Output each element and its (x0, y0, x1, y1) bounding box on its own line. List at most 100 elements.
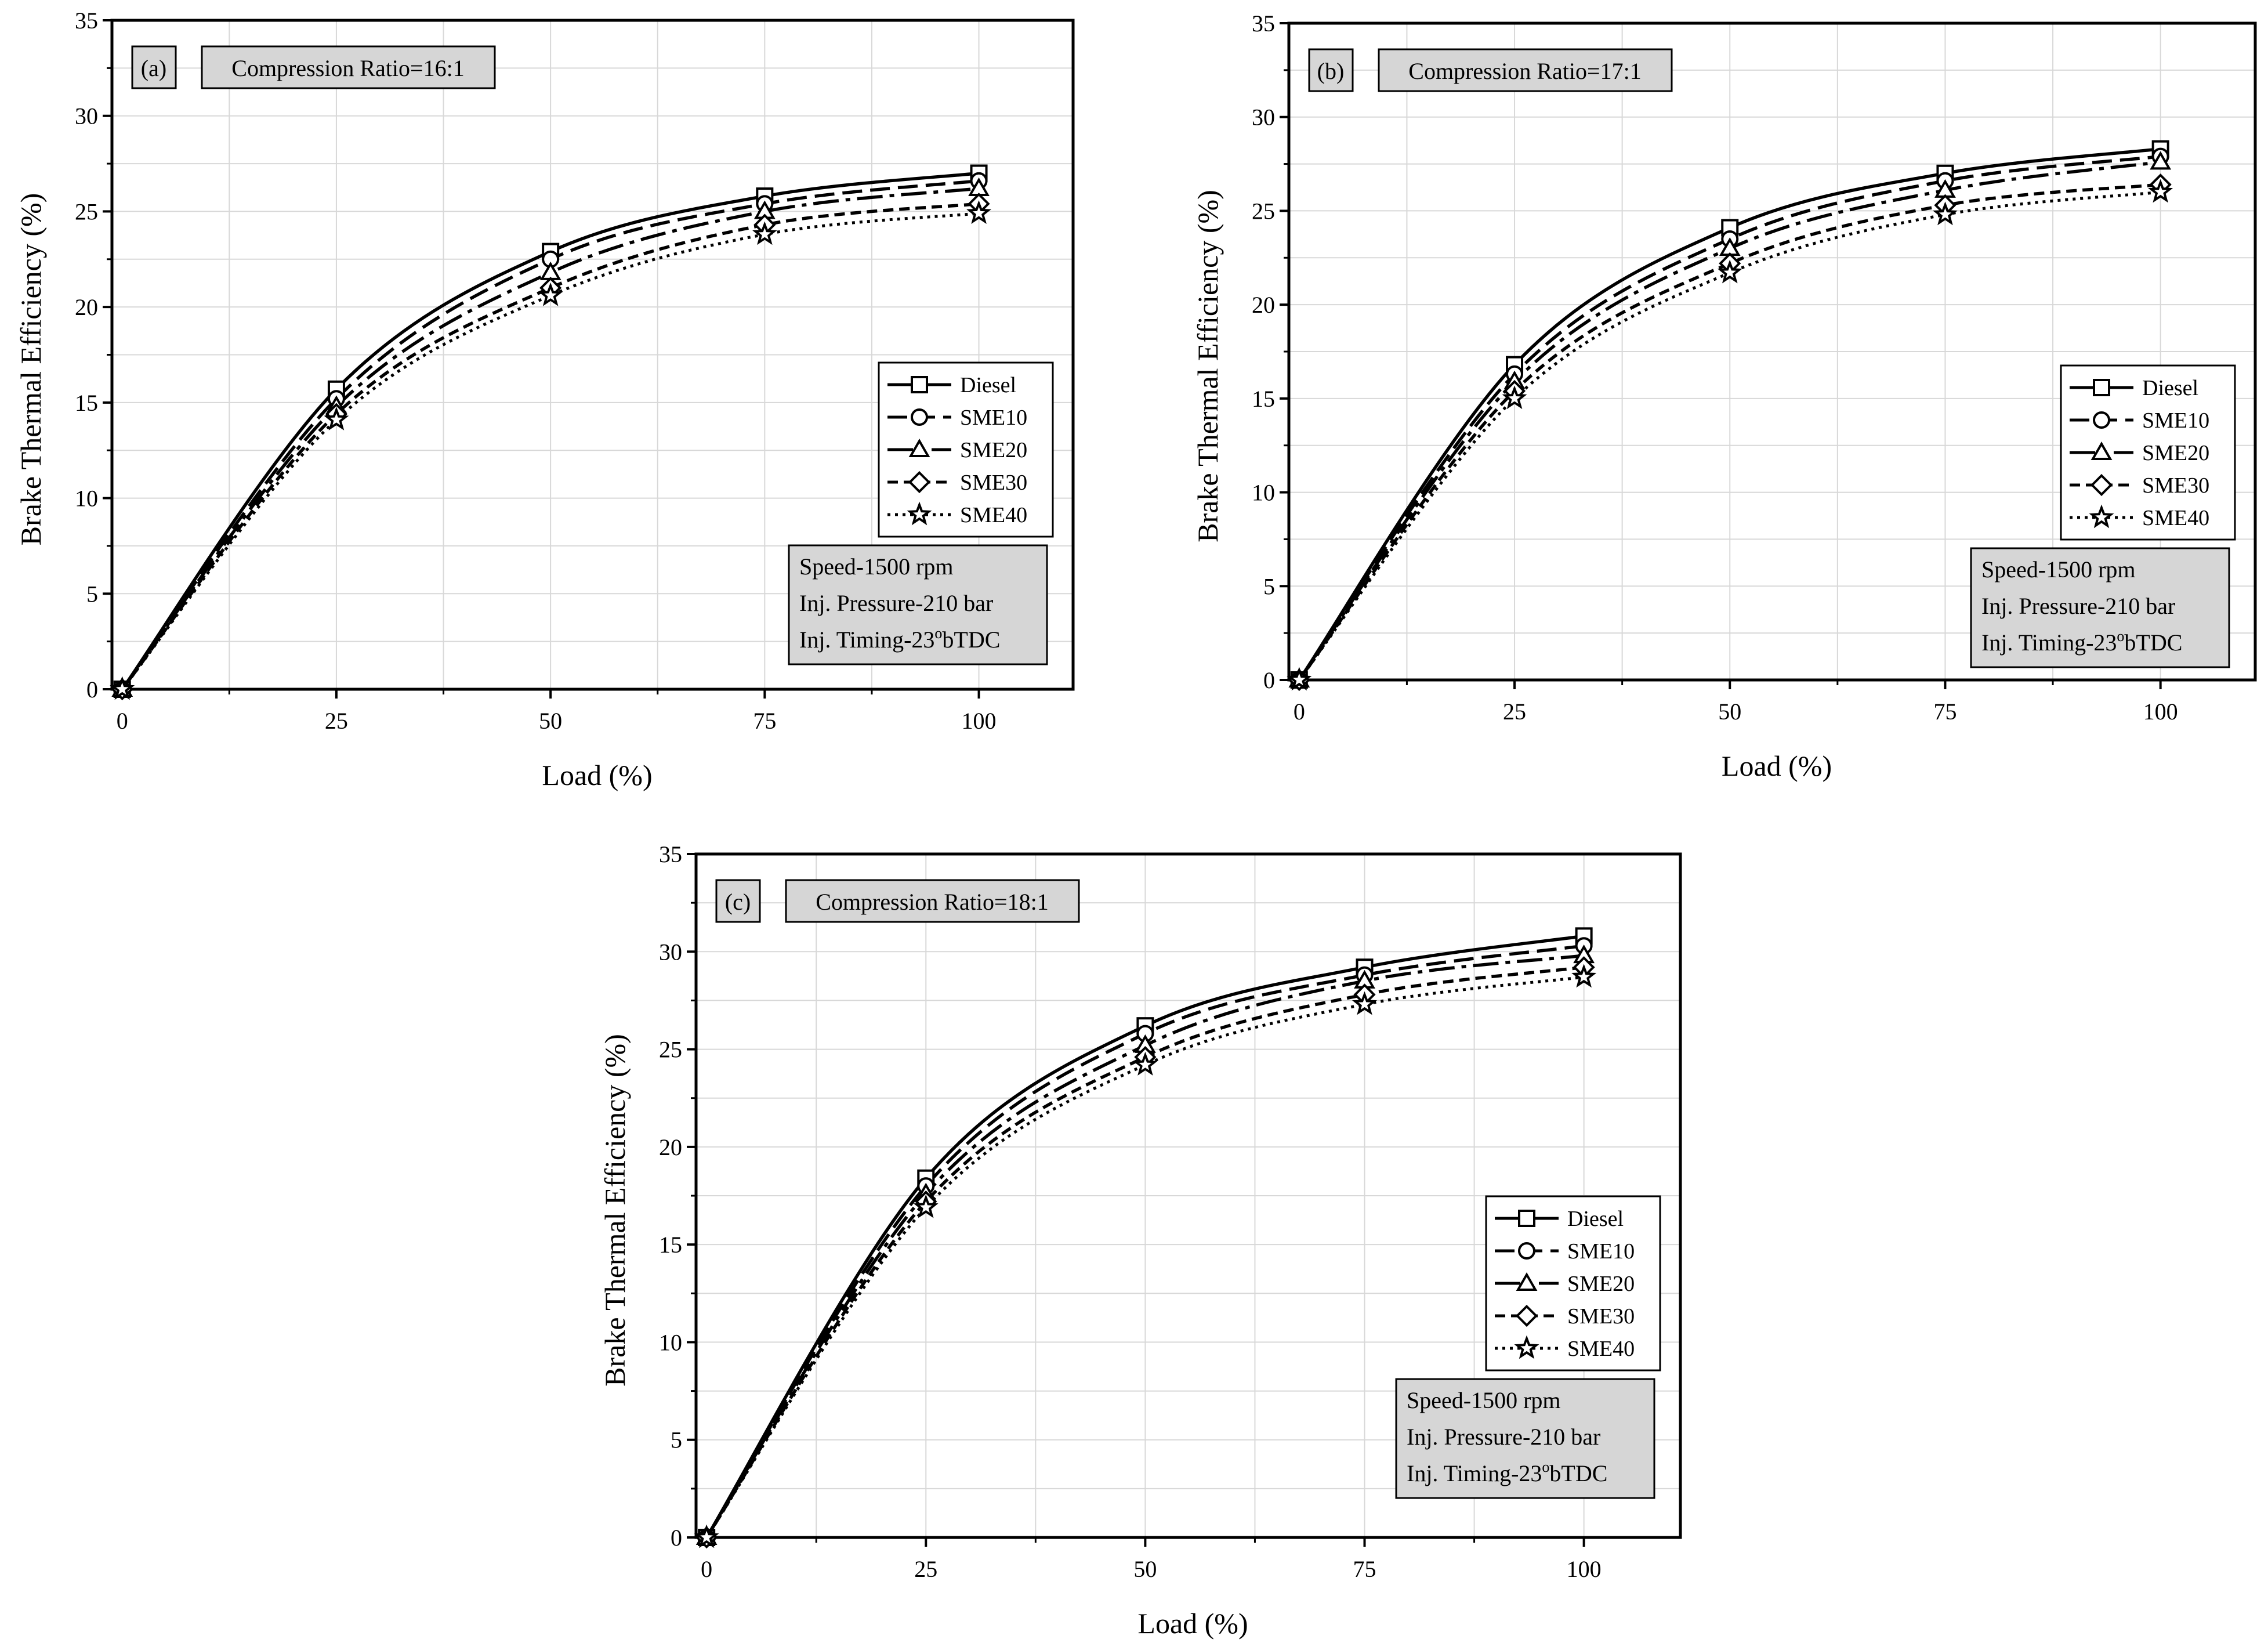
y-axis-title: Brake Thermal Efficiency (%) (599, 1034, 631, 1387)
legend-label: SME30 (960, 471, 1027, 495)
legend-label: SME40 (960, 503, 1027, 527)
legend-marker-sme40 (1514, 1335, 1539, 1359)
y-tick-label: 30 (1252, 104, 1275, 131)
legend-label: SME30 (1567, 1304, 1635, 1329)
x-axis-title: Load (%) (1137, 1607, 1248, 1640)
conditions-annotation: Speed-1500 rpm Inj. Pressure-210 bar Inj. … (1970, 547, 2230, 668)
x-tick-label: 100 (1567, 1556, 1602, 1582)
legend-marker-sme10 (1518, 1242, 1535, 1260)
x-tick-label: 0 (117, 708, 128, 734)
chart-panel: 0 5 10 15 20 25 30 35 0 25 50 75 100 Load (%) Brake Th… (1191, 10, 2257, 782)
title-box (785, 879, 1080, 923)
data-point-sme40 (913, 1194, 939, 1218)
y-tick-label: 0 (86, 676, 98, 703)
legend-marker-sme40 (907, 501, 932, 526)
series-line-diesel (705, 934, 1584, 1539)
legend-label: SME40 (2142, 506, 2209, 530)
series-line-sme30 (1298, 183, 2161, 681)
series-group (110, 164, 991, 701)
timing-degree: o (934, 625, 942, 642)
panel-label: (a) (131, 45, 177, 89)
chart-title: Compression Ratio=18:1 (785, 879, 1080, 923)
x-tick-label: 75 (753, 708, 776, 734)
timing-degree: o (2117, 628, 2124, 645)
y-tick-label: 10 (659, 1329, 682, 1355)
legend-marker-diesel (911, 376, 928, 393)
y-tick-label: 10 (1252, 480, 1275, 506)
x-tick-label: 0 (701, 1556, 712, 1582)
legend-marker-sme10 (2093, 411, 2110, 429)
series-line-diesel (121, 171, 979, 690)
legend: Diesel SME10 SME20 SME30 SME40 (1485, 1195, 1661, 1372)
data-point-sme40 (1933, 201, 1958, 226)
series-line-sme40 (1298, 190, 2161, 681)
legend-marker-sme10 (911, 408, 928, 426)
data-point-sme40 (752, 221, 777, 245)
x-tick-label: 100 (962, 708, 997, 734)
series-line-sme40 (705, 975, 1584, 1539)
x-tick-label: 25 (914, 1556, 937, 1582)
chart-title: Compression Ratio=17:1 (1378, 48, 1673, 92)
y-tick-label: 20 (75, 294, 98, 320)
x-tick-label: 75 (1933, 699, 1957, 725)
conditions-annotation: Speed-1500 rpm Inj. Pressure-210 bar Inj. … (788, 544, 1048, 665)
timing-prefix: Inj. Timing-23 (799, 627, 934, 653)
grid (696, 854, 1680, 1537)
legend-label: SME20 (2142, 441, 2209, 465)
x-tick-label: 25 (325, 708, 348, 734)
x-tick-label: 75 (1353, 1556, 1376, 1582)
panel-label-box (131, 45, 177, 89)
data-point-sme20 (2150, 151, 2172, 170)
y-axis-title: Brake Thermal Efficiency (%) (15, 193, 47, 546)
series-line-sme10 (1298, 154, 2161, 681)
y-tick-label: 0 (1263, 667, 1275, 693)
panel-label-box (715, 879, 761, 923)
panel-label-box (1308, 48, 1354, 92)
data-point-sme40 (1352, 991, 1377, 1015)
legend-label: SME10 (2142, 408, 2209, 433)
conditions-annotation: Speed-1500 rpm Inj. Pressure-210 bar Inj. … (1395, 1378, 1655, 1499)
legend-label: SME10 (960, 406, 1027, 430)
data-point-sme40 (1571, 964, 1597, 988)
panel-label: (c) (715, 879, 761, 923)
series-line-sme10 (121, 179, 979, 690)
series-line-sme20 (121, 187, 979, 690)
y-tick-label: 30 (659, 939, 682, 965)
legend-marker-sme20 (908, 439, 930, 458)
panel-label-text: (c) (725, 889, 751, 915)
legend-marker-sme30 (2090, 473, 2113, 497)
series-group (1287, 140, 2173, 692)
y-tick-label: 10 (75, 486, 98, 512)
y-tick-label: 15 (1252, 386, 1275, 412)
data-point-sme40 (966, 200, 991, 224)
panel-label-text: (a) (141, 55, 166, 81)
x-tick-label: 50 (1133, 1556, 1157, 1582)
timing-prefix: Inj. Timing-23 (1407, 1460, 1542, 1486)
series-line-sme20 (705, 954, 1584, 1539)
y-tick-label: 30 (75, 103, 98, 129)
legend-label: SME30 (2142, 473, 2209, 498)
y-tick-label: 5 (86, 581, 98, 607)
data-point-sme40 (1287, 667, 1312, 691)
timing-suffix: bTDC (1549, 1460, 1607, 1486)
x-tick-label: 50 (1718, 699, 1741, 725)
data-point-sme40 (1717, 259, 1742, 284)
y-tick-label: 15 (659, 1232, 682, 1258)
y-tick-label: 25 (1252, 198, 1275, 224)
legend-label: SME10 (1567, 1239, 1635, 1264)
series-group (694, 927, 1597, 1549)
panel-label: (b) (1308, 48, 1354, 92)
chart-title: Compression Ratio=16:1 (201, 45, 496, 89)
legend-label: Diesel (960, 373, 1016, 397)
legend-box (878, 361, 1054, 538)
data-point-sme40 (1502, 385, 1527, 410)
series-line-sme30 (121, 202, 979, 690)
annotation-box (788, 544, 1048, 665)
pressure-text: Inj. Pressure-210 bar (1407, 1424, 1600, 1450)
series-line-sme10 (705, 944, 1584, 1539)
timing-text: Inj. Timing-23obTDC (1981, 628, 2182, 656)
panel-label-text: (b) (1317, 58, 1345, 84)
chart-title-text: Compression Ratio=17:1 (1408, 58, 1641, 84)
pressure-text: Inj. Pressure-210 bar (1981, 593, 2175, 619)
